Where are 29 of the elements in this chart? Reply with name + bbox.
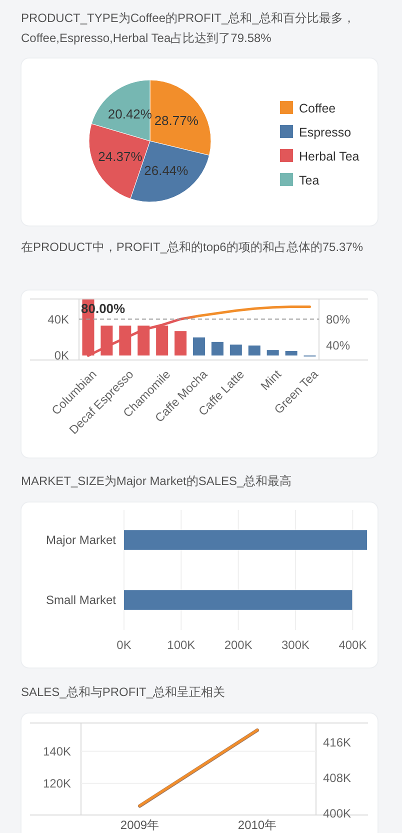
y-tick-label: Small Market (46, 593, 117, 608)
x-tick-label: 400K (338, 638, 367, 652)
legend-label: Coffee (299, 101, 336, 116)
y-tick-label: Major Market (46, 533, 117, 548)
legend-label: Tea (299, 173, 320, 188)
chart-title: 在PRODUCT中，PROFIT_总和的top6的项的和占总体的75.37% (21, 239, 364, 256)
x-tick-label: 2009年 (120, 818, 160, 832)
x-tick-label: 0K (116, 638, 132, 652)
data-label: 24.37% (98, 148, 143, 164)
chart-title: SALES_总和与PROFIT_总和呈正相关 (21, 684, 226, 701)
y-tick-label: 120K (42, 776, 71, 791)
data-label: 28.77% (154, 112, 199, 128)
x-tick-label: 200K (224, 638, 252, 652)
x-tick-label: 300K (282, 638, 310, 652)
legend-label: Herbal Tea (299, 149, 360, 164)
chart-title: MARKET_SIZE为Major Market的SALES_总和最高 (21, 473, 293, 490)
y-tick-label: 0K (54, 348, 69, 363)
x-tick-label: 100K (167, 638, 196, 652)
chart-title: PRODUCT_TYPE为Coffee的PROFIT_总和_总和百分比最多，Coffee,Espresso,Herbal Tea占比达到了79.58% (21, 10, 356, 47)
y2-tick-label: 40% (326, 338, 350, 352)
data-label: 26.44% (144, 162, 189, 178)
legend-label: Espresso (299, 125, 352, 140)
y-tick-label: 140K (42, 744, 71, 758)
y2-tick-label: 400K (323, 806, 352, 820)
y2-tick-label: 416K (323, 735, 352, 750)
x-tick-label: 2010年 (238, 818, 277, 832)
y2-tick-label: 408K (323, 770, 352, 785)
y2-tick-label: 80% (326, 312, 350, 326)
y-tick-label: 40K (48, 312, 69, 327)
